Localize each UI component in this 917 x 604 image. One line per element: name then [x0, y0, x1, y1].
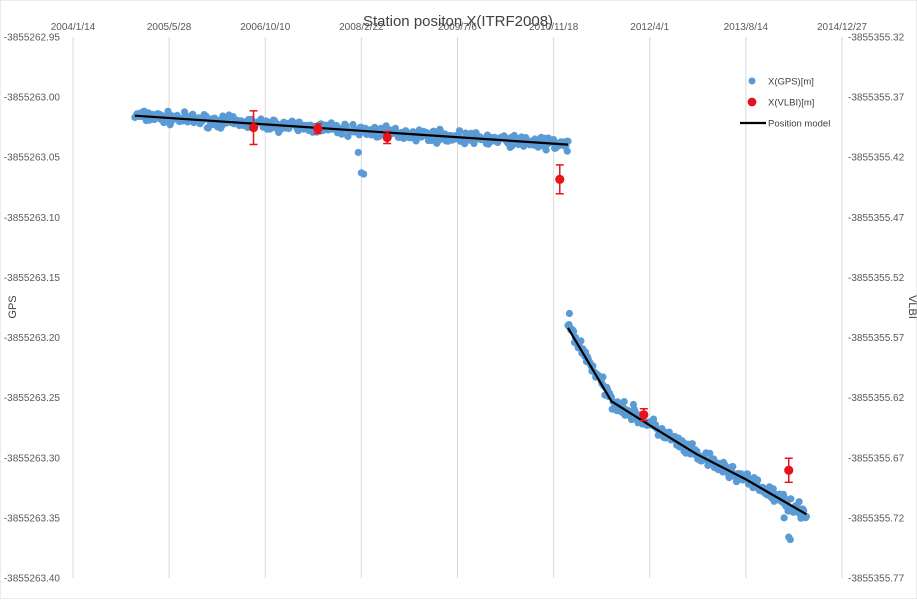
vlbi-point	[555, 174, 565, 184]
x-tick-label: 2008/2/22	[339, 22, 384, 33]
gps-point	[787, 495, 795, 503]
gps-point	[650, 415, 658, 423]
y-left-tick-label: -3855263.40	[4, 574, 61, 585]
y-right-tick-label: -3855355.67	[848, 453, 905, 464]
y-right-tick-labels: -3855355.32 -3855355.37 -3855355.42 -385535…	[848, 33, 905, 585]
y-right-tick-label: -3855355.47	[848, 213, 905, 224]
gps-point	[565, 309, 573, 318]
gps-point	[769, 485, 777, 493]
chart-title: Station positon X(ITRF2008)	[363, 13, 553, 30]
x-tick-label: 2005/5/28	[147, 22, 192, 33]
gps-point	[455, 127, 464, 135]
vlbi-point	[639, 410, 649, 420]
y-right-tick-label: -3855355.42	[848, 153, 905, 164]
gps-point	[786, 535, 794, 544]
legend-label: X(GPS)[m]	[768, 77, 814, 88]
y-right-tick-label: -3855355.52	[848, 273, 905, 284]
y-right-tick-label: -3855355.72	[848, 513, 905, 524]
model-series	[134, 114, 807, 516]
x-tick-label: 2009/7/6	[438, 22, 477, 33]
gps-point	[688, 440, 696, 448]
y-right-tick-label: -3855355.57	[848, 333, 905, 344]
legend: X(GPS)[m] X(VLBI)[m] Position model	[740, 77, 830, 130]
gps-point	[577, 337, 585, 345]
gps-point	[470, 139, 478, 148]
y-right-tick-label: -3855355.77	[848, 574, 905, 585]
x-tick-label: 2010/11/18	[529, 22, 579, 33]
y-left-tick-label: -3855263.10	[4, 213, 61, 224]
y-left-tick-label: -3855263.30	[4, 453, 61, 464]
gps-point	[620, 398, 628, 406]
gps-point	[461, 140, 469, 148]
y-right-tick-label: -3855355.62	[848, 393, 905, 404]
vlbi-point	[382, 132, 392, 143]
gps-point	[563, 147, 571, 155]
y-right-axis-title: VLBI	[906, 295, 917, 319]
x-tick-label: 2013/8/14	[724, 22, 769, 33]
legend-circle-marker	[747, 97, 757, 107]
gps-point	[599, 373, 607, 381]
y-left-tick-label: -3855263.05	[4, 153, 61, 164]
x-tick-label: 2014/12/27	[817, 22, 867, 33]
vlbi-series	[248, 110, 794, 484]
legend-label: X(VLBI)[m]	[768, 98, 814, 109]
vlbi-point	[784, 465, 794, 475]
vlbi-point	[248, 123, 259, 133]
gps-point	[802, 513, 811, 521]
gps-point	[349, 120, 357, 129]
y-left-tick-label: -3855263.00	[4, 93, 61, 104]
y-left-tick-label: -3855263.35	[4, 513, 61, 524]
gps-point	[542, 146, 550, 154]
gps-point	[508, 142, 516, 150]
gps-point	[360, 170, 368, 178]
x-tick-label: 2004/1/14	[51, 22, 96, 33]
y-left-tick-labels: -3855262.95 -3855263.00 -3855263.05 -385526…	[4, 33, 61, 585]
gps-point	[706, 449, 714, 457]
gps-point	[780, 514, 788, 522]
vlbi-point	[313, 124, 323, 134]
y-left-tick-label: -3855263.15	[4, 273, 61, 284]
x-tick-label: 2012/4/1	[630, 22, 669, 33]
gps-point	[564, 137, 572, 145]
x-tick-label: 2006/10/10	[240, 22, 290, 33]
x-tick-labels: 2004/1/14 2005/5/28 2006/10/10 2008/2/22 200…	[51, 22, 868, 33]
gps-point	[354, 148, 362, 157]
legend-circle-marker	[748, 77, 756, 85]
y-right-tick-label: -3855355.32	[848, 33, 905, 44]
gps-point	[729, 462, 737, 471]
y-left-tick-label: -3855263.20	[4, 333, 61, 344]
gps-point	[754, 476, 762, 484]
legend-label: Position model	[768, 119, 830, 130]
y-left-tick-label: -3855263.25	[4, 393, 61, 404]
y-left-axis-title: GPS	[7, 295, 19, 318]
model-line	[134, 114, 569, 146]
y-right-tick-label: -3855355.37	[848, 93, 905, 104]
gridlines	[72, 37, 843, 578]
y-left-tick-label: -3855262.95	[4, 33, 61, 44]
model-line	[567, 327, 807, 516]
